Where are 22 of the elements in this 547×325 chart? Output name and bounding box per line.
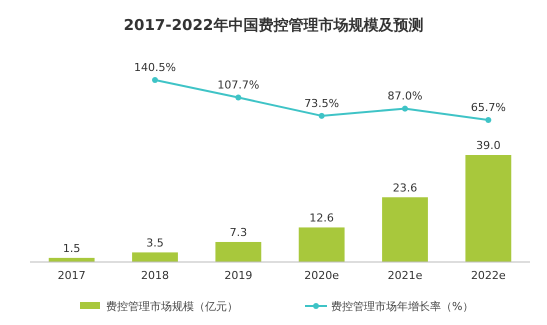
chart-title: 2017-2022年中国费控管理市场规模及预测 xyxy=(124,16,424,34)
data-label: 65.7% xyxy=(470,101,506,114)
data-label: 3.5 xyxy=(146,236,164,250)
x-tick-label: 2018 xyxy=(141,269,169,282)
data-label: 73.5% xyxy=(304,96,340,110)
legend: 费控管理市场年增长率（%） xyxy=(305,300,474,313)
data-label: 107.7% xyxy=(217,78,260,92)
x-tick-label: 2020e xyxy=(304,269,340,282)
x-tick-label: 2017 xyxy=(58,269,86,282)
data-label: 12.6 xyxy=(309,211,334,224)
data-label: 7.3 xyxy=(230,226,248,239)
legend-label: 费控管理市场年增长率（%） xyxy=(331,300,474,313)
legend: 费控管理市场规模（亿元） xyxy=(80,300,238,313)
x-tick-label: 2019 xyxy=(224,269,252,282)
data-label: 1.5 xyxy=(62,242,80,255)
legend-label: 费控管理市场规模（亿元） xyxy=(106,300,238,313)
data-label: 39.0 xyxy=(476,139,501,152)
data-label: 87.0% xyxy=(388,90,422,103)
x-tick-label: 2022e xyxy=(470,269,506,282)
x-tick-label: 2021e xyxy=(388,269,423,282)
data-label: 23.6 xyxy=(392,181,418,194)
data-label: 140.5% xyxy=(134,61,176,74)
